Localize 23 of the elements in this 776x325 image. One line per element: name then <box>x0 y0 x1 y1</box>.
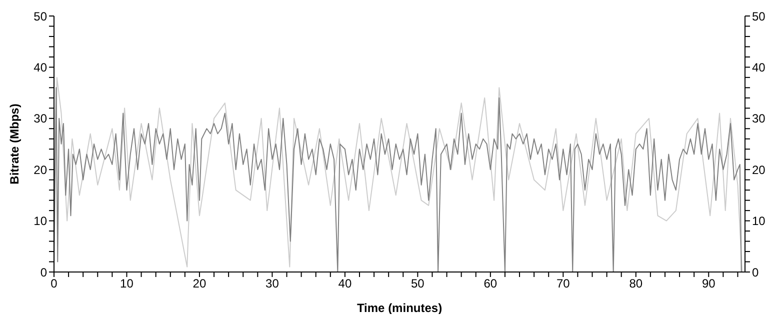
y2-tick-label: 50 <box>752 9 766 24</box>
y-tick-label: 0 <box>40 265 48 280</box>
x-tick-label: 70 <box>556 276 570 291</box>
x-tick-label: 50 <box>411 276 425 291</box>
y-axis-title: Bitrate (Mbps) <box>7 104 22 184</box>
y-tick-label: 20 <box>34 162 48 177</box>
x-tick-label: 30 <box>266 276 280 291</box>
x-tick-label: 80 <box>629 276 643 291</box>
x-tick-label: 90 <box>702 276 716 291</box>
y2-tick-label: 30 <box>752 112 766 126</box>
x-tick-label: 10 <box>120 276 134 291</box>
y2-tick-label: 20 <box>752 162 766 177</box>
x-tick-label: 40 <box>338 276 352 291</box>
y-tick-label: 40 <box>34 60 48 74</box>
x-tick-label: 0 <box>50 276 58 291</box>
y-tick-label: 10 <box>34 214 48 228</box>
y2-tick-label: 40 <box>752 60 766 74</box>
y-tick-label: 50 <box>34 9 48 24</box>
y-tick-label: 30 <box>34 112 48 126</box>
y2-tick-label: 10 <box>752 214 766 228</box>
x-tick-label: 20 <box>192 276 206 291</box>
y2-tick-label: 0 <box>752 265 759 280</box>
x-tick-label: 60 <box>484 276 498 291</box>
